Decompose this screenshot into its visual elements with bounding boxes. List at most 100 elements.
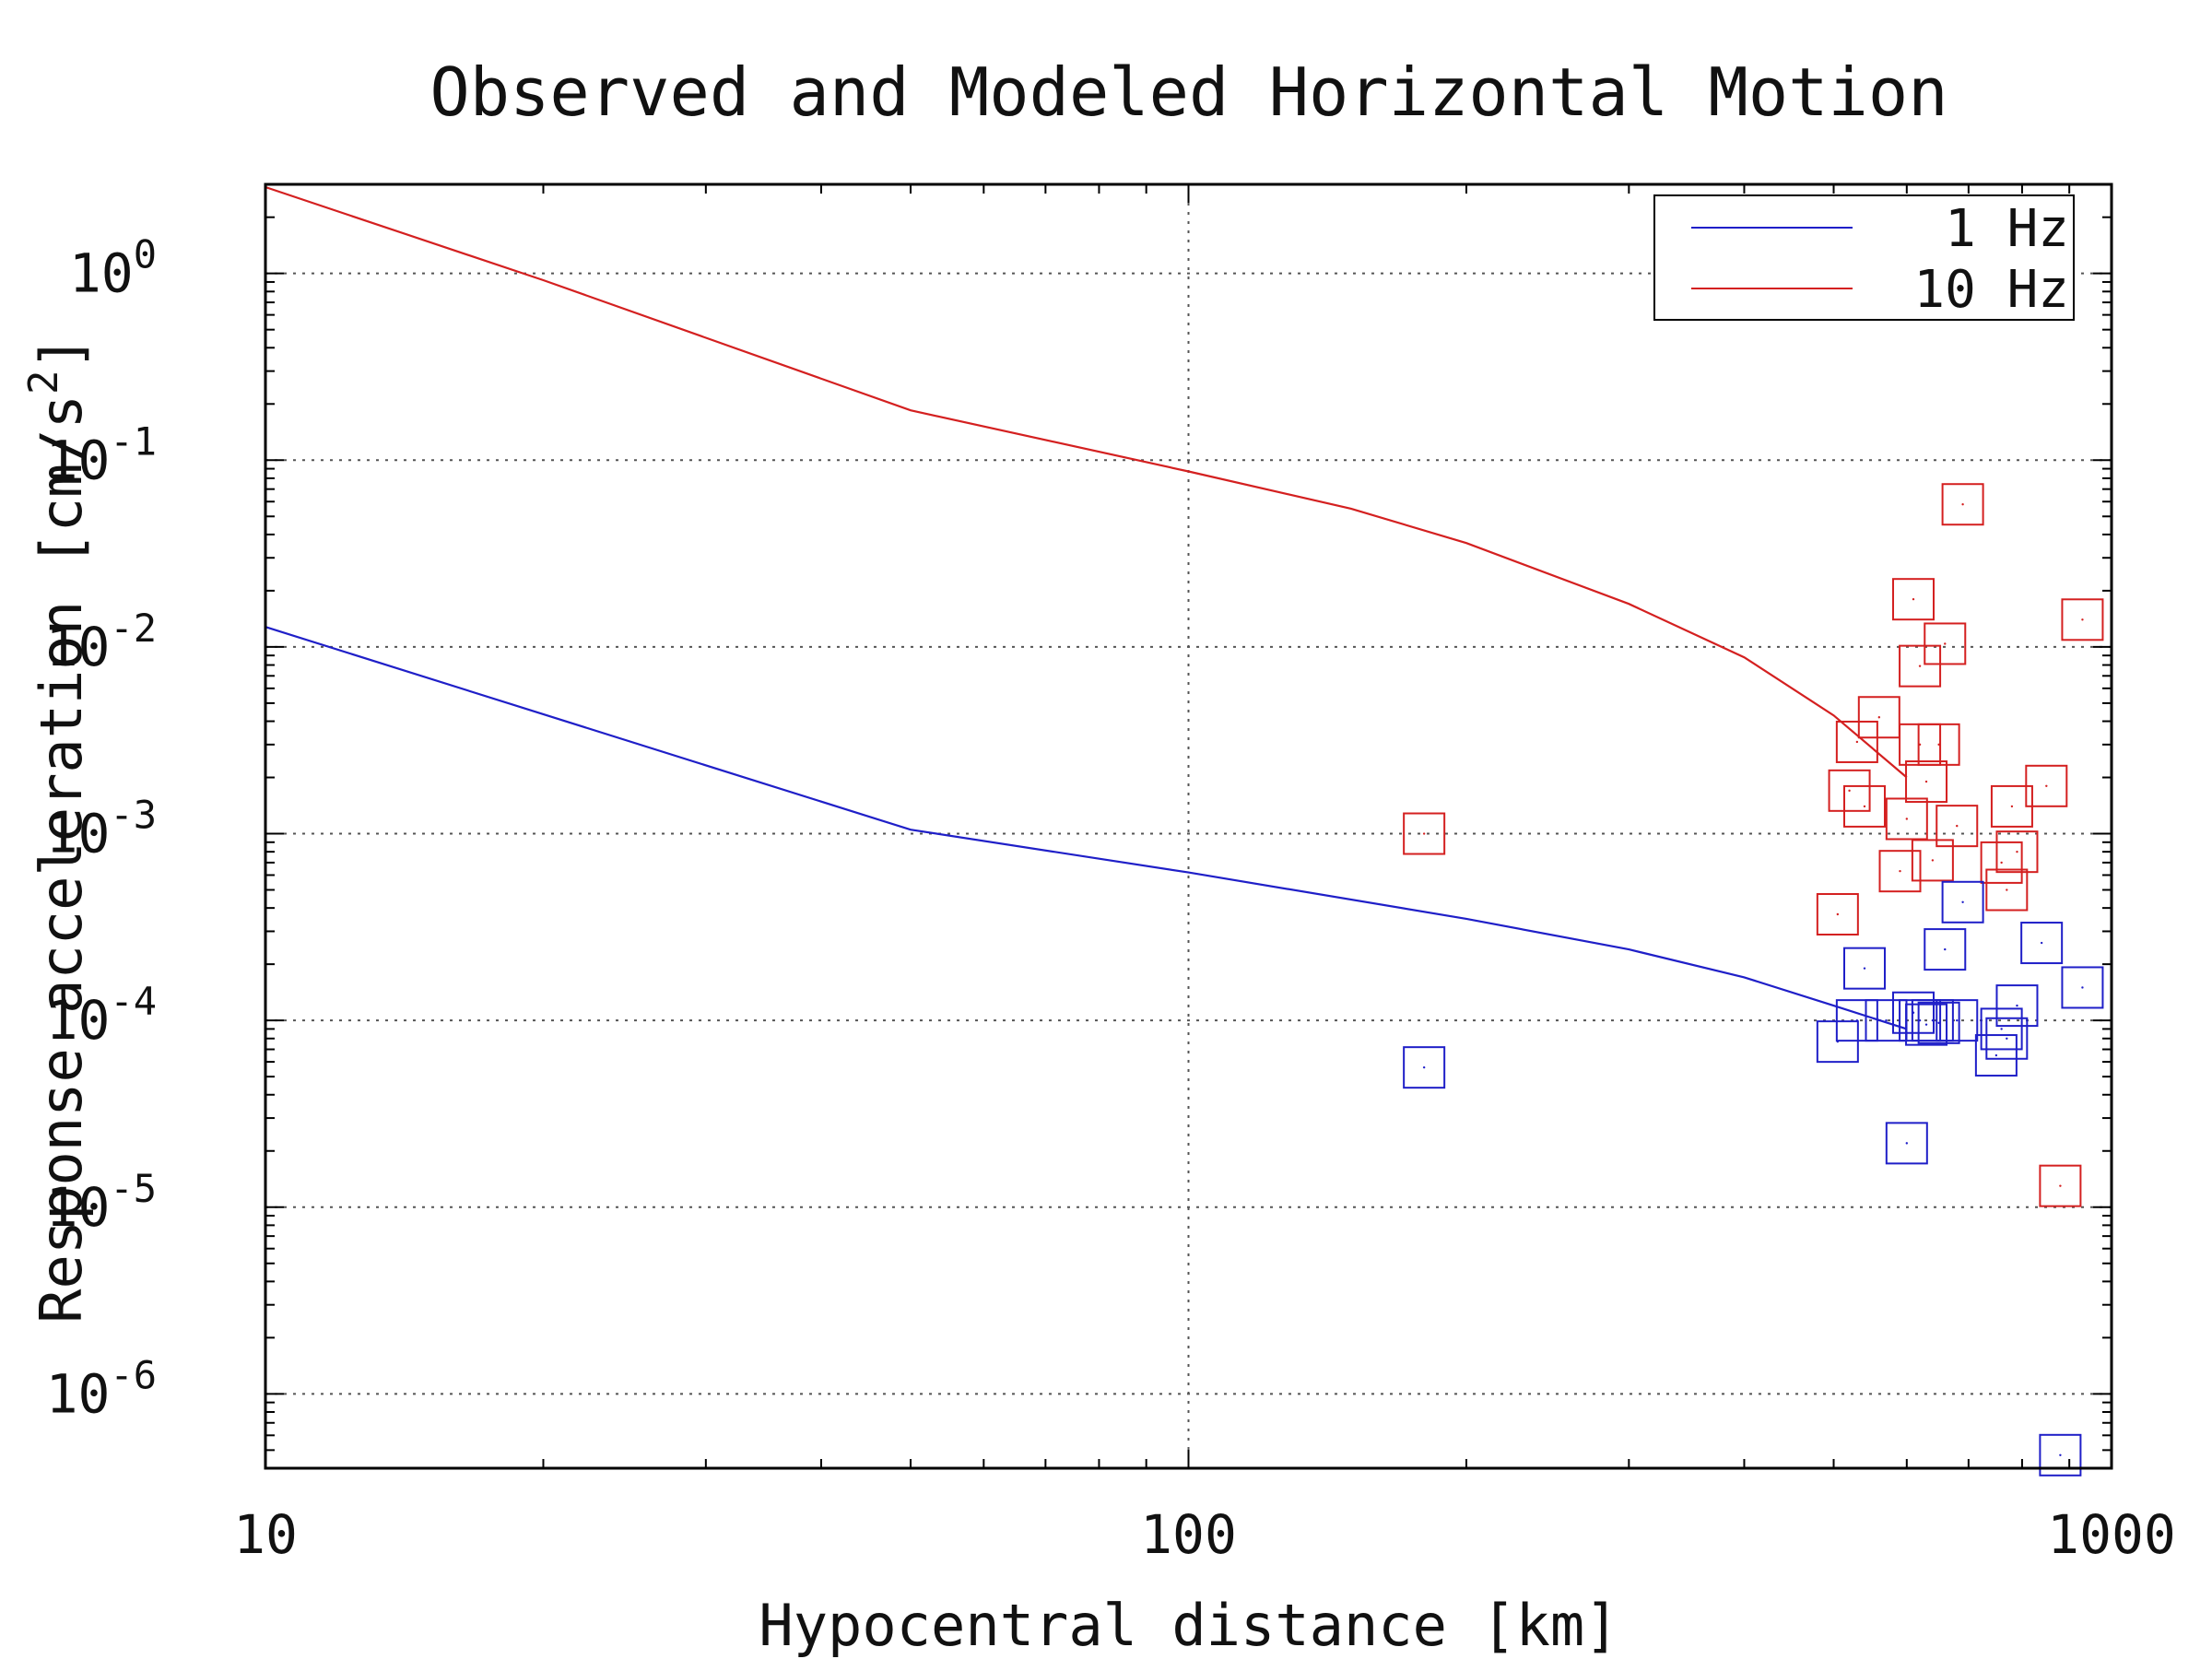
- y-tick-exponent: -3: [110, 793, 157, 838]
- observed-point-center: [1422, 832, 1426, 835]
- observed-point-marker: [1995, 984, 2039, 1028]
- observed-point-marker: [1878, 850, 1922, 893]
- y-tick-base: 10: [46, 616, 111, 678]
- observed-point-center: [1848, 789, 1851, 793]
- y-axis-label: Response acceleration [cm/s2]: [20, 335, 95, 1324]
- observed-point-marker: [1980, 841, 2023, 884]
- observed-point-marker: [1885, 1122, 1928, 1165]
- observed-point-marker: [1911, 839, 1954, 882]
- tick-marks: [265, 183, 2112, 1469]
- chart-title: Observed and Modeled Horizontal Motion: [429, 53, 1947, 131]
- observed-point-marker: [1985, 1017, 2029, 1060]
- y-tick-label: 10-1: [46, 418, 157, 491]
- observed-point-marker: [1905, 1003, 1948, 1046]
- observed-point-marker: [2039, 1433, 2082, 1477]
- observed-point-center: [2081, 986, 2084, 989]
- y-axis-label-main: Response acceleration [cm/s: [28, 394, 95, 1324]
- grid-lines: [265, 184, 2112, 1468]
- observed-point-center: [2045, 784, 2048, 787]
- observed-point-center: [1905, 1142, 1909, 1145]
- y-tick-exponent: -4: [110, 979, 157, 1024]
- observed-point-center: [1956, 1018, 1959, 1022]
- observed-point-marker: [1985, 868, 2029, 912]
- observed-point-center: [1912, 597, 1915, 601]
- observed-point-center: [1931, 1018, 1935, 1022]
- observed-point-marker: [1905, 760, 1948, 804]
- observed-point-marker: [1899, 644, 1942, 688]
- observed-point-marker: [1857, 696, 1900, 739]
- observed-point-marker: [1403, 812, 1446, 855]
- observed-point-center: [1937, 743, 1940, 747]
- observed-point-center: [2006, 888, 2008, 891]
- observed-point-center: [1836, 912, 1840, 916]
- y-tick-label: 10-6: [46, 1352, 157, 1425]
- observed-point-marker: [1816, 893, 1859, 936]
- observed-point-center: [1937, 1021, 1940, 1025]
- legend-label-10hz: 10 Hz: [1913, 260, 2069, 320]
- observed-point-center: [2000, 861, 2003, 865]
- observed-point-center: [1961, 900, 1964, 903]
- observed-point-marker: [2020, 922, 2064, 965]
- x-tick-label: 10: [233, 1503, 298, 1566]
- observed-point-marker: [1995, 830, 2039, 874]
- observed-point-marker: [1842, 784, 1886, 828]
- y-tick-label: 10-5: [46, 1166, 157, 1239]
- observed-point-marker: [1842, 947, 1886, 990]
- y-tick-exponent: 0: [134, 232, 157, 277]
- y-tick-base: 10: [46, 989, 111, 1052]
- observed-point-center: [1924, 780, 1928, 783]
- observed-point-center: [2059, 1453, 2062, 1457]
- observed-point-center: [2006, 1037, 2008, 1040]
- observed-point-marker: [2039, 1164, 2082, 1207]
- observed-point-center: [1899, 869, 1901, 873]
- observed-point-marker: [1892, 578, 1936, 621]
- observed-point-marker: [2061, 598, 2104, 641]
- observed-point-marker: [1941, 483, 1984, 526]
- observed-point-center: [1905, 818, 1909, 820]
- legend-label-1hz: 1 Hz: [1945, 199, 2069, 259]
- observed-point-center: [1944, 642, 1947, 645]
- y-tick-base: 10: [46, 429, 111, 491]
- observed-point-center: [1855, 1018, 1859, 1022]
- observed-point-center: [1863, 805, 1866, 808]
- y-axis-label-superscript: 2: [20, 370, 67, 394]
- y-tick-base: 10: [46, 1176, 111, 1239]
- y-axis-label-close: ]: [28, 335, 95, 370]
- observed-point-marker: [1917, 1001, 1960, 1044]
- y-tick-label: 100: [69, 232, 157, 305]
- observed-point-marker: [1941, 880, 1984, 924]
- y-tick-exponent: -2: [110, 606, 157, 651]
- plot-area: [265, 185, 2104, 1477]
- observed-point-center: [2016, 850, 2018, 853]
- x-tick-labels: 10 100 1000: [233, 1503, 2176, 1566]
- observed-point-center: [1961, 503, 1964, 506]
- x-tick-label: 1000: [2047, 1503, 2176, 1566]
- observed-point-center: [2081, 618, 2084, 621]
- legend-box: [1653, 194, 2075, 321]
- observed-point-center: [1944, 947, 1947, 951]
- y-tick-label: 10-3: [46, 793, 157, 865]
- observed-point-marker: [1892, 991, 1936, 1034]
- observed-point-center: [2059, 1184, 2062, 1187]
- observed-point-marker: [1835, 720, 1878, 763]
- observed-point-marker: [1924, 622, 1967, 665]
- observed-point-marker: [1980, 1007, 2023, 1051]
- observed-point-center: [1885, 1018, 1888, 1022]
- x-axis-label: Hypocentral distance [km]: [759, 1592, 1618, 1659]
- observed-point-marker: [1828, 769, 1871, 812]
- observed-point-marker: [1974, 1034, 2018, 1077]
- series-line-1-hz: [265, 626, 1908, 1030]
- y-tick-exponent: -5: [110, 1166, 157, 1211]
- y-tick-base: 10: [46, 1362, 111, 1425]
- y-tick-base: 10: [46, 803, 111, 865]
- observed-point-center: [1924, 1023, 1928, 1026]
- x-tick-label: 100: [1140, 1503, 1237, 1566]
- observed-point-marker: [2061, 966, 2104, 1009]
- observed-point-center: [1855, 740, 1859, 744]
- legend: 1 Hz 10 Hz: [1653, 194, 2075, 321]
- y-tick-exponent: -6: [110, 1352, 157, 1397]
- observed-point-center: [2010, 805, 2014, 808]
- y-tick-label: 10-4: [46, 979, 157, 1052]
